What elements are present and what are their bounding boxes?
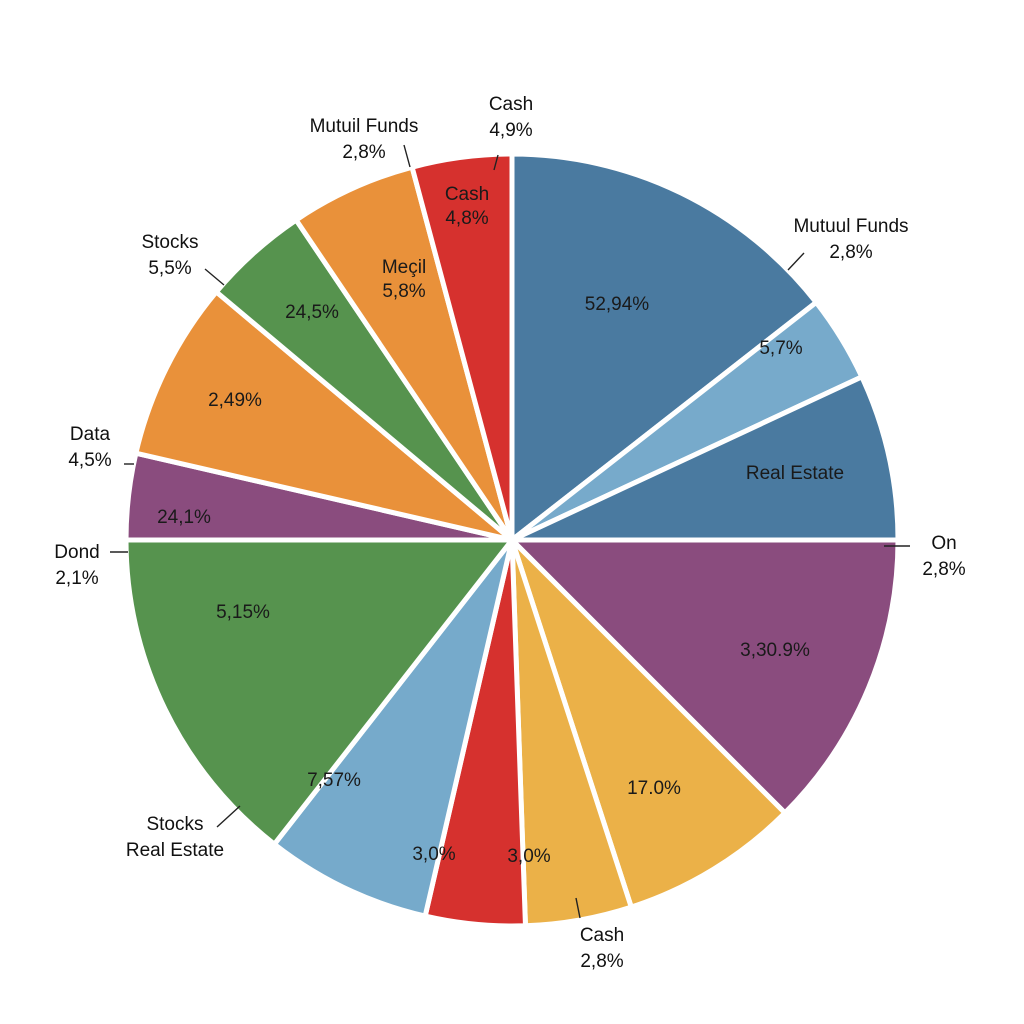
outer-callout-label: 4,5% [68, 450, 111, 471]
slice-value-label: 4,8% [445, 208, 488, 229]
leader-line [204, 268, 225, 286]
slice-value-label: Meçil [382, 257, 426, 278]
outer-callout-label: Cash [489, 94, 533, 115]
pie-slice [509, 537, 901, 816]
leader-line [493, 154, 499, 171]
outer-callout-label: Stocks [141, 232, 198, 253]
pie-slice [509, 537, 788, 910]
outer-callout-label: Real Estate [126, 840, 224, 861]
outer-callout-label: On [931, 533, 956, 554]
slice-value-label: 17.0% [627, 778, 681, 799]
slice-value-label: 7,57% [307, 770, 361, 791]
pie-slice [509, 151, 819, 543]
slice-value-label: 5,8% [382, 281, 425, 302]
outer-callout-label: 2,1% [55, 568, 98, 589]
pie-slice [409, 151, 515, 543]
slice-value-label: Cash [445, 184, 489, 205]
outer-callout-label: Stocks [146, 814, 203, 835]
outer-callout-label: Cash [580, 925, 624, 946]
pie-slice [271, 537, 515, 919]
slice-value-label: 24,1% [157, 507, 211, 528]
outer-callout-label: 2,8% [342, 142, 385, 163]
slice-value-label: 3,0% [507, 846, 550, 867]
outer-callout-label: 2,8% [829, 242, 872, 263]
leader-line [216, 805, 241, 828]
leader-line [787, 252, 805, 271]
outer-callout-label: 4,9% [489, 120, 532, 141]
pie-slices [123, 151, 901, 929]
slice-value-label: 2,49% [208, 390, 262, 411]
slice-value-label: 24,5% [285, 302, 339, 323]
slice-value-label: Real Estate [746, 463, 844, 484]
leader-line [403, 144, 411, 168]
outer-callout-label: Dond [54, 542, 99, 563]
outer-callout-label: 2,8% [580, 951, 623, 972]
slice-value-label: 3,0% [412, 844, 455, 865]
outer-labels: Cash 4,9% Mutuil Funds 2,8% Mutuul Funds 2,8%… [54, 94, 965, 972]
slice-value-label: 5,15% [216, 602, 270, 623]
leader-lines [110, 144, 910, 919]
outer-callout-label: Mutuil Funds [310, 116, 419, 137]
slice-value-label: 52,94% [585, 294, 650, 315]
pie-slice [133, 289, 515, 543]
slice-labels: 52,94% 5,7% Real Estate 3,30.9% 17.0% 3,0% 3,0… [157, 184, 844, 867]
outer-callout-label: Mutuul Funds [793, 216, 908, 237]
outer-callout-label: Data [70, 424, 111, 445]
outer-callout-label: 5,5% [148, 258, 191, 279]
outer-callout-label: 2,8% [922, 559, 965, 580]
leader-line [575, 897, 581, 919]
pie-slice [123, 537, 515, 847]
pie-slice [509, 374, 901, 543]
slice-value-label: 3,30.9% [740, 640, 810, 661]
slice-value-label: 5,7% [759, 338, 802, 359]
